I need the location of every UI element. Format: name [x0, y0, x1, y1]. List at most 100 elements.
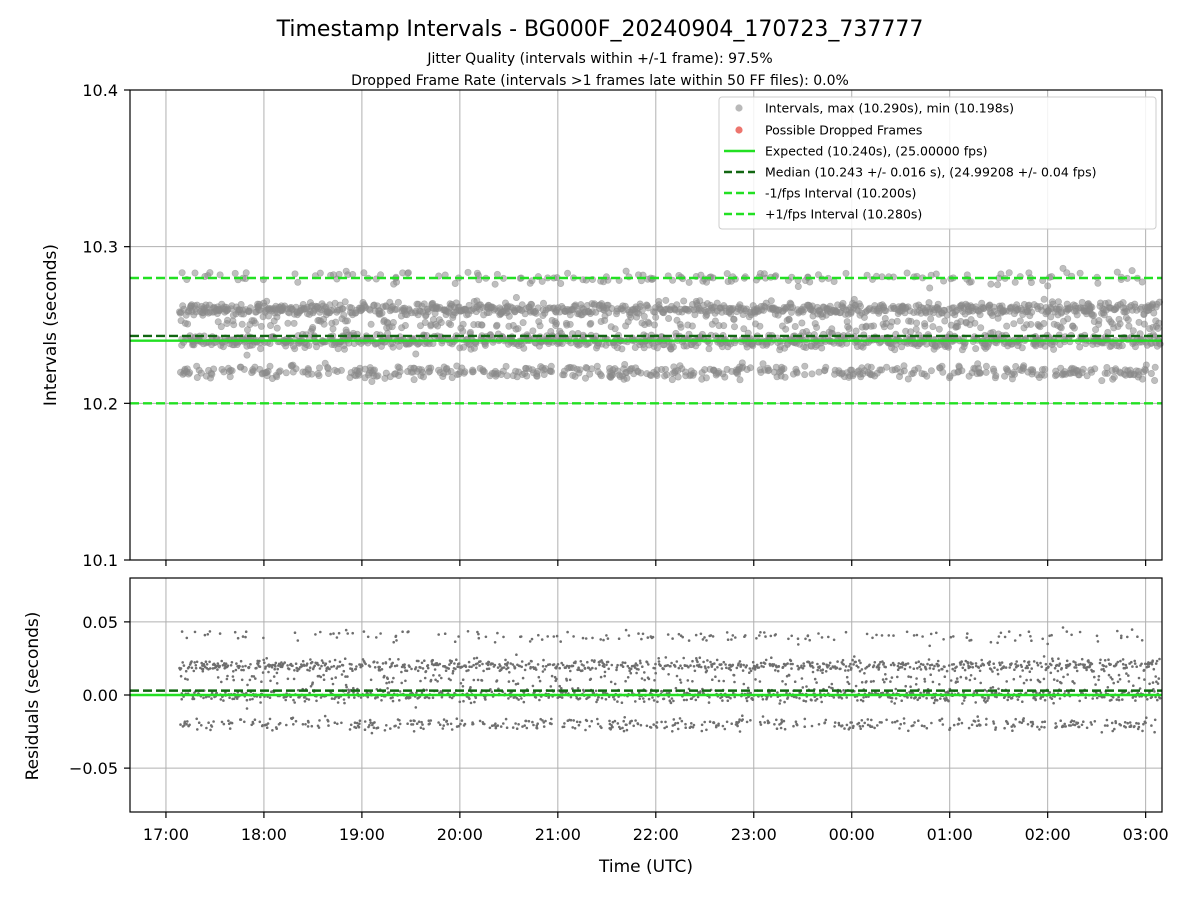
residual-point: [529, 666, 532, 669]
residual-point: [716, 659, 719, 662]
residual-point: [517, 698, 520, 701]
residual-point: [996, 642, 999, 645]
residual-point: [839, 668, 842, 671]
residual-point: [283, 661, 286, 664]
interval-point: [843, 270, 849, 276]
residual-point: [622, 661, 625, 664]
residual-point: [273, 668, 276, 671]
residual-point: [894, 721, 897, 724]
interval-point: [295, 279, 301, 285]
residual-point: [641, 665, 644, 668]
residual-point: [308, 669, 311, 672]
residual-point: [913, 721, 916, 724]
interval-point: [802, 371, 808, 377]
residual-point: [691, 660, 694, 663]
residual-point: [528, 662, 531, 665]
residual-point: [1037, 664, 1040, 667]
residual-point: [699, 656, 702, 659]
residual-point: [428, 722, 431, 725]
y-tick-label: 10.2: [82, 394, 118, 413]
residual-point: [376, 661, 379, 664]
residual-point: [637, 723, 640, 726]
residual-point: [329, 633, 332, 636]
residual-point: [416, 722, 419, 725]
residual-point: [558, 685, 561, 688]
residual-point: [249, 679, 252, 682]
residual-point: [205, 727, 208, 730]
residual-point: [446, 723, 449, 726]
residual-point: [427, 667, 430, 670]
interval-point: [396, 343, 402, 349]
residual-point: [713, 722, 716, 725]
residual-point: [762, 666, 765, 669]
residual-point: [684, 726, 687, 729]
residual-point: [984, 697, 987, 700]
residual-point: [572, 665, 575, 668]
residual-point: [961, 702, 964, 705]
interval-point: [1058, 325, 1064, 331]
interval-point: [622, 361, 628, 367]
residual-point: [202, 670, 205, 673]
residual-point: [845, 665, 848, 668]
residual-point: [952, 635, 955, 638]
residual-point: [658, 660, 661, 663]
residual-point: [246, 699, 249, 702]
interval-point: [1139, 376, 1145, 382]
residual-point: [1015, 660, 1018, 663]
residual-point: [550, 723, 553, 726]
residual-point: [810, 699, 813, 702]
residual-point: [823, 663, 826, 666]
residual-point: [958, 719, 961, 722]
interval-point: [503, 363, 509, 369]
residual-point: [727, 638, 730, 641]
residual-point: [262, 671, 265, 674]
interval-point: [940, 369, 946, 375]
residual-point: [603, 675, 606, 678]
residual-point: [850, 667, 853, 670]
residual-point: [963, 699, 966, 702]
interval-point: [267, 363, 273, 369]
residual-point: [816, 669, 819, 672]
residual-point: [878, 663, 881, 666]
residual-point: [385, 724, 388, 727]
interval-point: [1041, 320, 1047, 326]
residual-point: [531, 638, 534, 641]
residual-point: [614, 720, 617, 723]
residual-point: [442, 724, 445, 727]
residual-point: [778, 665, 781, 668]
residual-point: [563, 722, 566, 725]
residual-point: [626, 729, 629, 732]
residual-point: [746, 721, 749, 724]
residual-point: [243, 721, 246, 724]
residual-point: [961, 722, 964, 725]
residual-point: [432, 696, 435, 699]
interval-point: [504, 373, 510, 379]
residual-point: [916, 667, 919, 670]
residual-point: [849, 663, 852, 666]
interval-point: [1050, 346, 1056, 352]
residual-point: [231, 661, 234, 664]
residual-point: [898, 662, 901, 665]
residual-point: [478, 637, 481, 640]
residual-point: [1050, 634, 1053, 637]
residual-point: [953, 724, 956, 727]
residual-point: [460, 682, 463, 685]
interval-point: [851, 296, 857, 302]
residual-point: [456, 717, 459, 720]
residual-point: [1044, 720, 1047, 723]
residual-point: [1041, 638, 1044, 641]
interval-point: [901, 368, 907, 374]
interval-point: [494, 322, 500, 328]
residual-point: [590, 678, 593, 681]
residual-point: [752, 698, 755, 701]
residual-point: [333, 665, 336, 668]
interval-point: [1125, 317, 1131, 323]
interval-point: [706, 346, 712, 352]
interval-point: [1077, 270, 1083, 276]
residual-point: [790, 635, 793, 638]
interval-point: [292, 346, 298, 352]
residual-point: [581, 669, 584, 672]
residual-point: [569, 670, 572, 673]
residual-point: [559, 640, 562, 643]
residual-point: [742, 669, 745, 672]
